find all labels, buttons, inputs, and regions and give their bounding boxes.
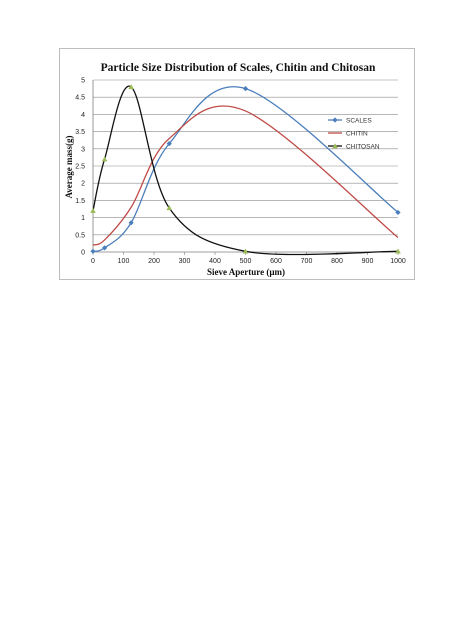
x-tick-label: 600 <box>270 258 282 265</box>
scales-point <box>90 248 96 254</box>
legend-marker-chitosan <box>332 143 338 149</box>
y-tick-label: 2 <box>81 181 85 188</box>
x-tick-label: 900 <box>362 258 374 265</box>
legend-marker-scales <box>332 117 338 123</box>
y-tick-label: 2.5 <box>75 164 85 171</box>
x-tick-label: 200 <box>148 258 160 265</box>
y-tick-label: 3.5 <box>75 129 85 136</box>
x-axis-title: Sieve Aperture (µm) <box>207 267 285 277</box>
y-tick-label: 5 <box>81 78 85 85</box>
y-tick-label: 0.5 <box>75 232 85 239</box>
chitosan-point <box>166 205 173 211</box>
scales-point <box>101 245 108 251</box>
chitosan-point <box>101 156 108 162</box>
legend-label-scales: SCALES <box>346 118 372 125</box>
scales-point <box>395 209 401 216</box>
legend: SCALES CHITIN CHITOSAN <box>328 117 380 151</box>
y-tick-label: 0 <box>81 250 85 257</box>
chitosan-point <box>395 248 401 254</box>
line-chart: Particle Size Distribution of Scales, Ch… <box>64 62 406 277</box>
y-axis-title: Average mass(g) <box>64 135 74 198</box>
legend-label-chitosan: CHITOSAN <box>346 144 380 151</box>
x-tick-label: 800 <box>331 258 343 265</box>
scales-point <box>242 86 249 92</box>
x-tick-label: 700 <box>301 258 313 265</box>
legend-label-chitin: CHITIN <box>346 131 368 138</box>
series-lines <box>92 85 399 256</box>
chart-frame: Particle Size Distribution of Scales, Ch… <box>59 48 415 280</box>
y-tick-label: 1 <box>81 215 85 222</box>
scales-point <box>128 220 134 226</box>
x-tick-label: 500 <box>240 258 252 265</box>
chitosan-point <box>242 248 249 254</box>
chitin-line <box>92 105 399 246</box>
y-tick-label: 4 <box>81 112 85 119</box>
x-tick-label: 1000 <box>390 258 406 265</box>
gridlines <box>93 79 398 236</box>
x-tick-label: 0 <box>91 258 95 265</box>
y-tick-label: 3 <box>81 146 85 153</box>
tick-labels: 0 0.5 1 1.5 2 2.5 3 3.5 4 4.5 5 0 100 200 300 400 500 600… <box>75 78 406 266</box>
x-tick-label: 100 <box>118 258 130 265</box>
chart-title: Particle Size Distribution of Scales, Ch… <box>101 62 376 74</box>
x-tick-label: 400 <box>209 258 221 265</box>
chitosan-point <box>128 84 134 90</box>
x-tick-label: 300 <box>179 258 191 265</box>
chitosan-point <box>90 207 96 213</box>
y-tick-label: 1.5 <box>75 198 85 205</box>
series-markers <box>90 84 401 254</box>
y-tick-label: 4.5 <box>75 95 85 102</box>
